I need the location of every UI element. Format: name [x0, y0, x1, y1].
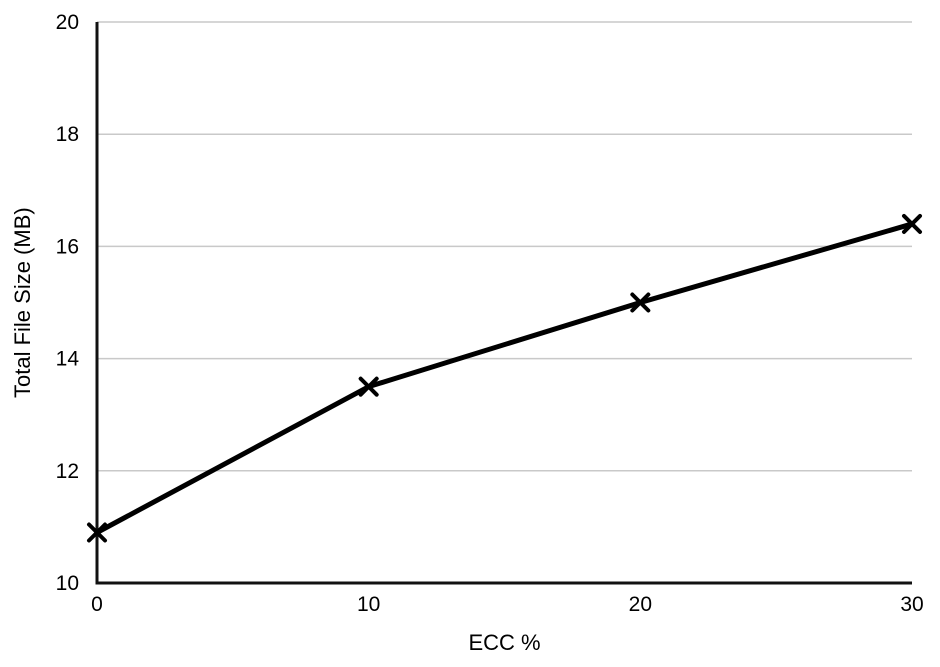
data-marker-x0 [87, 522, 107, 543]
x-tick-label-20: 20 [629, 593, 652, 616]
x-axis-title: ECC % [468, 630, 541, 655]
data-line [94, 221, 915, 536]
x-tick-label-10: 10 [357, 593, 380, 616]
y-tick-label-18: 18 [56, 123, 79, 146]
x-tick-label-30: 30 [900, 593, 923, 616]
y-tick-label-16: 16 [56, 235, 79, 258]
y-tick-label-10: 10 [56, 572, 79, 595]
x-tick-label-0: 0 [91, 593, 103, 616]
data-marker-x30 [902, 213, 922, 234]
data-marker-x20 [630, 292, 651, 313]
y-axis-title: Total File Size (MB) [10, 207, 35, 398]
y-tick-label-12: 12 [56, 460, 79, 483]
data-marker-x10 [358, 376, 379, 397]
y-tick-label-14: 14 [56, 348, 80, 371]
y-tick-label-20: 20 [56, 11, 79, 34]
